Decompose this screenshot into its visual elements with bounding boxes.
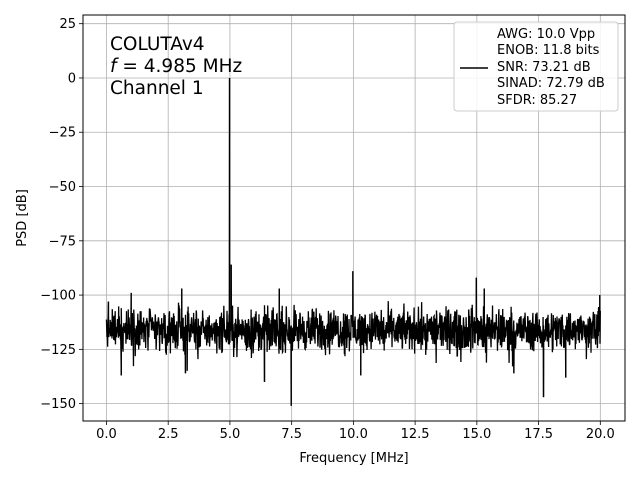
x-tick-label: 2.5 [158,427,179,442]
legend: AWG: 10.0 Vpp ENOB: 11.8 bits SNR: 73.21… [453,21,619,112]
y-tick-label: −50 [49,180,76,195]
x-tick-label: 15.0 [462,427,491,442]
legend-line-sinad: SINAD: 72.79 dB [497,76,605,91]
annotation-line-3: Channel 1 [110,78,204,99]
x-tick-label: 0.0 [96,427,117,442]
annotation-frequency: = 4.985 MHz [117,56,243,77]
y-axis-label: PSD [dB] [15,189,30,247]
x-axis-label: Frequency [MHz] [299,451,408,466]
x-tick-label: 12.5 [401,427,430,442]
x-tick-label: 5.0 [220,427,241,442]
x-tick-label: 20.0 [586,427,615,442]
psd-series-line [105,77,601,406]
y-tick-label: 0 [68,71,76,86]
legend-line-awg: AWG: 10.0 Vpp [497,27,595,42]
y-tick-label: 25 [59,17,76,32]
annotation-variable: f [110,56,119,77]
y-tick-label: −75 [49,234,76,249]
marks [107,77,601,406]
y-tick-label: −150 [40,397,76,412]
legend-line-snr: SNR: 73.21 dB [497,60,591,75]
grid [83,15,625,421]
x-tick-label: 10.0 [339,427,368,442]
annotation-line-2: f = 4.985 MHz [110,56,242,77]
y-tick-label: −100 [40,289,76,304]
legend-line-enob: ENOB: 11.8 bits [497,43,600,58]
x-tick-label: 7.5 [281,427,302,442]
legend-box [453,21,619,112]
y-tick-label: −25 [49,126,76,141]
axis-ticks: 0.0 2.5 5.0 7.5 10.0 12.5 15.0 17.5 20.0 25 0 −25 −5… [40,17,615,442]
y-tick-label: −125 [40,343,76,358]
chart-annotation: COLUTAv4 f = 4.985 MHz Channel 1 [110,34,242,99]
x-tick-label: 17.5 [524,427,553,442]
plot-frame [82,14,626,422]
annotation-line-1: COLUTAv4 [110,34,205,55]
legend-line-sfdr: SFDR: 85.27 [497,93,577,108]
